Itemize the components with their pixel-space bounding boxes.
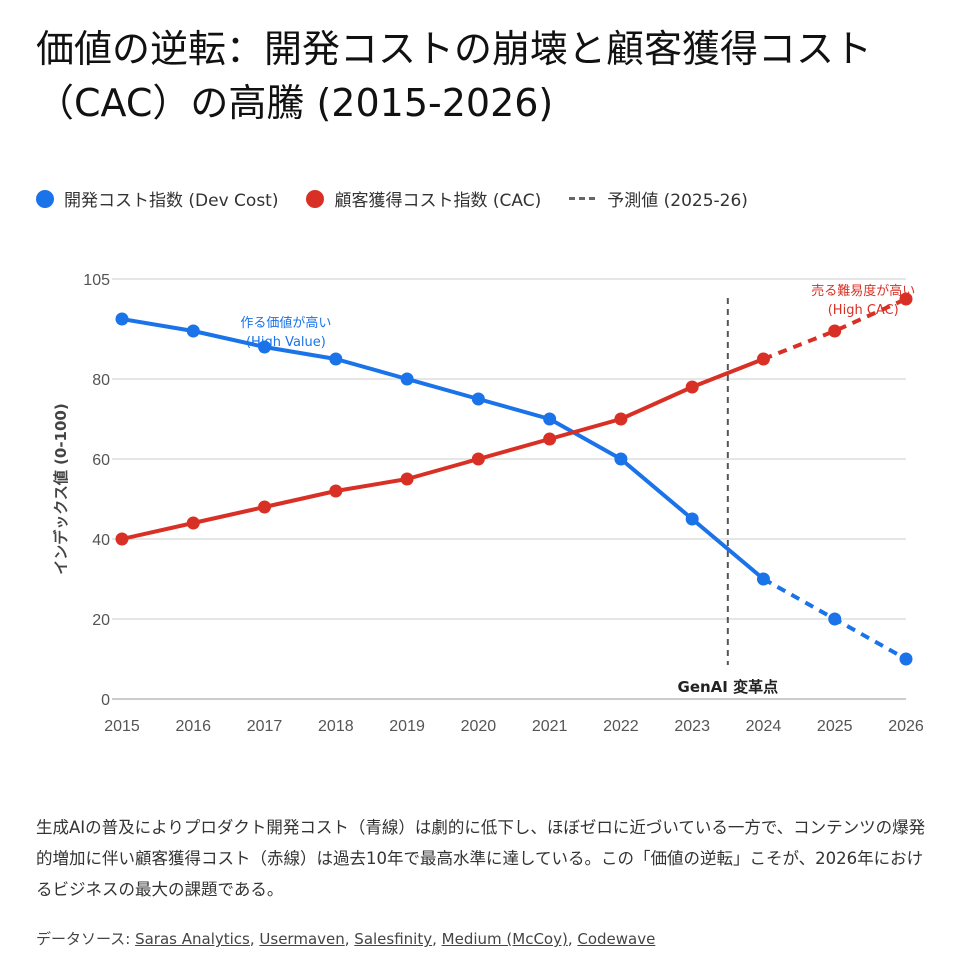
- annotation-text: (High CAC): [828, 303, 899, 318]
- x-tick-label: 2024: [746, 718, 782, 735]
- data-point: [115, 532, 129, 546]
- data-point: [614, 452, 628, 466]
- data-point: [115, 312, 129, 326]
- x-tick-label: 2025: [817, 718, 853, 735]
- legend-marker-forecast: [569, 197, 596, 200]
- data-point: [756, 352, 770, 366]
- legend-label: 顧客獲得コスト指数 (CAC): [334, 191, 542, 211]
- chart-title: 価値の逆転：開発コストの崩壊と顧客獲得コスト （CAC）の高騰 (2015-20…: [36, 22, 936, 130]
- data-point: [828, 612, 842, 626]
- series-forecast-line-1: [762, 297, 907, 361]
- legend-label: 開発コスト指数 (Dev Cost): [64, 191, 279, 211]
- data-point: [186, 324, 200, 338]
- title-line-1: 価値の逆転：開発コストの崩壊と顧客獲得コスト: [36, 27, 873, 71]
- x-tick-label: 2022: [603, 718, 639, 735]
- annotation-text: 売る難易度が高い: [811, 283, 915, 299]
- data-point: [828, 324, 842, 338]
- source-link[interactable]: Medium (McCoy): [441, 930, 568, 948]
- data-point: [400, 372, 414, 386]
- title-line-2: （CAC）の高騰 (2015-2026): [36, 81, 554, 125]
- data-point: [186, 516, 200, 530]
- x-tick-label: 2023: [674, 718, 710, 735]
- annotation-text: 作る価値が高い: [240, 315, 331, 331]
- y-axis-label: インデックス値 (0-100): [52, 403, 70, 574]
- annotation-text: (High Value): [246, 335, 326, 350]
- data-point: [329, 352, 343, 366]
- description: 生成AIの普及によりプロダクト開発コスト（青線）は劇的に低下し、ほぼゼロに近づい…: [36, 818, 926, 899]
- y-tick-label: 80: [92, 372, 110, 389]
- legend-item-cac[interactable]: 顧客獲得コスト指数 (CAC): [306, 186, 541, 211]
- y-tick-label: 105: [83, 272, 110, 289]
- sources: データソース: Saras Analytics, Usermaven, Sale…: [36, 930, 656, 948]
- x-tick-label: 2021: [532, 718, 568, 735]
- source-link[interactable]: Usermaven: [259, 930, 345, 948]
- source-label: データソース:: [36, 930, 136, 948]
- x-tick-label: 2015: [104, 718, 140, 735]
- data-point: [400, 472, 414, 486]
- data-point: [471, 392, 485, 406]
- x-tick-label: 2016: [175, 718, 211, 735]
- legend: 開発コスト指数 (Dev Cost) 顧客獲得コスト指数 (CAC) 予測値 (…: [36, 186, 776, 211]
- source-link[interactable]: Salesfinity: [354, 930, 433, 948]
- genai-label: GenAI 変革点: [678, 678, 779, 696]
- data-point: [685, 512, 699, 526]
- data-point: [471, 452, 485, 466]
- data-point: [543, 432, 557, 446]
- legend-marker-dev: [36, 189, 54, 208]
- data-point: [614, 412, 628, 426]
- data-point: [756, 572, 770, 586]
- data-point: [543, 412, 557, 426]
- x-tick-label: 2026: [888, 718, 924, 735]
- y-tick-label: 20: [92, 612, 110, 629]
- data-point: [258, 500, 272, 514]
- legend-item-forecast[interactable]: 予測値 (2025-26): [569, 186, 748, 211]
- data-point: [899, 292, 913, 306]
- y-tick-label: 0: [101, 692, 110, 709]
- x-tick-label: 2019: [389, 718, 425, 735]
- legend-item-dev-cost[interactable]: 開発コスト指数 (Dev Cost): [36, 186, 278, 211]
- x-tick-label: 2017: [247, 718, 283, 735]
- source-link[interactable]: Codewave: [577, 930, 656, 948]
- series-line-0: [121, 317, 765, 581]
- data-point: [329, 484, 343, 498]
- y-tick-label: 40: [92, 532, 110, 549]
- x-tick-label: 2020: [461, 718, 497, 735]
- x-tick-label: 2018: [318, 718, 354, 735]
- data-point: [258, 340, 272, 354]
- legend-label: 予測値 (2025-26): [607, 191, 748, 211]
- y-tick-label: 60: [92, 452, 110, 469]
- source-link[interactable]: Saras Analytics: [135, 930, 250, 948]
- series-line-1: [121, 357, 765, 541]
- data-point: [899, 652, 913, 666]
- data-point: [685, 380, 699, 394]
- legend-marker-cac: [306, 189, 325, 208]
